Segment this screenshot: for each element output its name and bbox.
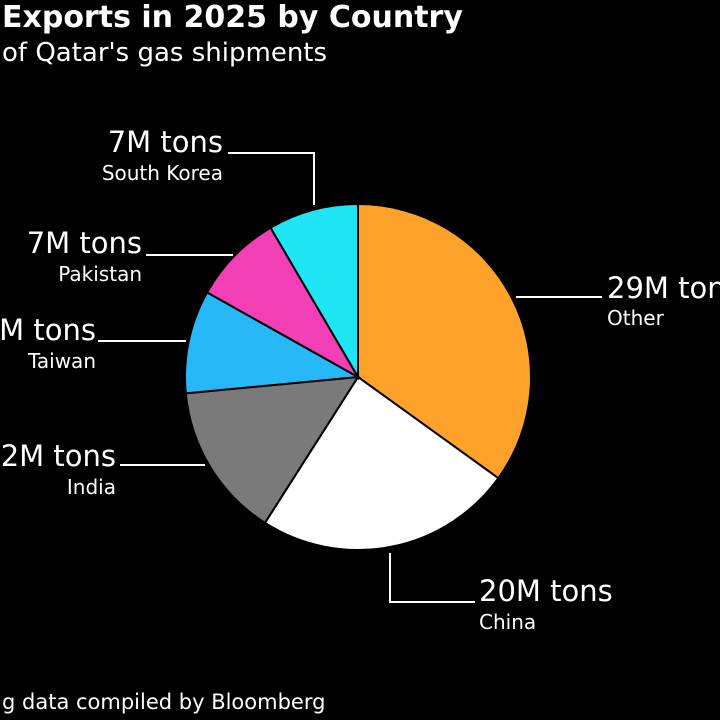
pie-slice-pakistan [205,226,361,380]
leader-line-china [389,553,475,603]
source-note: g data compiled by Bloomberg [2,690,326,714]
category-label-china: China [479,610,537,634]
category-label-india: India [66,475,116,499]
pie-slice-south-korea [269,202,359,381]
data-label-china: 20M tons [479,574,613,608]
data-label-taiwan: 8M tons [0,313,96,347]
pie-slice-china [263,375,500,551]
data-label-south-korea: 7M tons [107,125,223,159]
category-label-pakistan: Pakistan [58,262,142,286]
category-label-other: Other [607,306,664,330]
chart-subtitle: of Qatar's gas shipments [2,38,328,68]
category-label-south-korea: South Korea [101,161,223,185]
pie-slice-taiwan [184,291,362,395]
category-label-taiwan: Taiwan [27,349,96,373]
chart-title: Exports in 2025 by Country [2,0,463,35]
pie-slice-india [184,375,360,525]
data-label-other: 29M tons [607,271,720,305]
pie-slice-other [357,202,532,480]
data-label-pakistan: 7M tons [26,226,142,260]
leader-line-south-korea [228,152,315,205]
data-label-india: 12M tons [0,439,116,473]
